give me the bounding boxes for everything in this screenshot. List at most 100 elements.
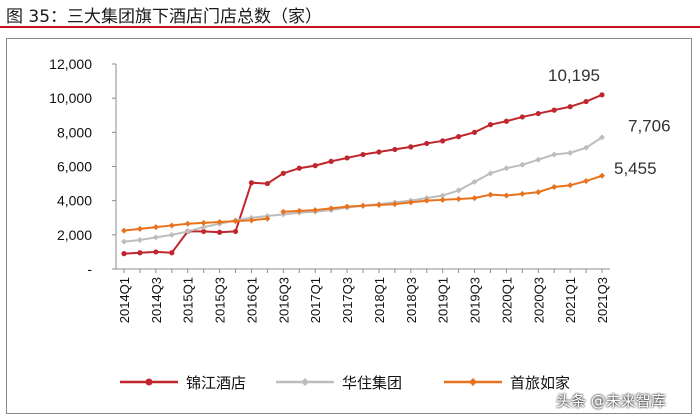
data-point [121,251,127,257]
data-point [153,249,159,255]
data-point [487,170,494,177]
data-point [200,224,207,231]
data-point [264,215,271,222]
data-point [232,218,239,225]
x-tick-label: 2020Q1 [499,277,514,323]
x-tick-label: 2018Q1 [372,277,387,323]
data-point [567,149,574,156]
x-tick-label: 2015Q1 [181,277,196,323]
data-point [440,138,446,144]
x-tick-label: 2019Q3 [468,277,483,323]
data-point [503,165,510,172]
series-line-2 [123,217,268,232]
data-point [248,217,255,224]
x-tick-label: 2018Q3 [404,277,419,323]
figure-title-bar: 图 35：三大集团旗下酒店门店总数（家） [0,0,700,28]
data-point [152,234,159,241]
x-tick-label: 2014Q1 [117,277,132,323]
data-point [169,250,175,256]
data-point [487,191,494,198]
y-tick-label: 8,000 [57,124,92,140]
data-point [551,184,558,190]
data-point [599,92,605,98]
data-point [456,134,462,140]
data-point [360,151,366,158]
series-end-label: 7,706 [628,116,671,135]
data-point [424,140,430,147]
data-point [201,228,207,235]
legend-label: 首旅如家 [510,374,570,392]
data-point [408,144,414,150]
y-tick-label: 6,000 [57,159,92,175]
y-tick-label: 4,000 [57,193,92,209]
data-point [376,149,382,155]
data-point [121,227,127,234]
data-point [583,98,589,105]
data-point [344,203,351,210]
x-tick-label: 2019Q1 [436,277,451,323]
data-point [328,158,334,164]
x-tick-label: 2016Q1 [244,277,259,323]
data-point [519,114,525,120]
data-point [168,231,175,238]
data-point [344,155,350,161]
data-point [471,195,478,202]
data-point [248,180,255,186]
data-point [312,207,319,214]
data-point [439,192,446,199]
data-point [184,228,191,235]
legend-marker [301,378,309,386]
data-point [567,104,573,110]
data-point [535,189,542,196]
data-point [407,199,414,206]
data-point [152,224,159,231]
data-point [519,161,526,168]
data-point [423,197,430,204]
data-point [599,134,605,141]
data-point [136,236,143,243]
data-point [280,170,286,176]
data-point [360,202,366,209]
data-point [391,201,398,208]
x-tick-label: 2017Q3 [340,277,355,323]
data-point [583,178,590,185]
x-tick-label: 2014Q3 [149,277,164,323]
x-tick-label: 2015Q3 [213,277,228,323]
series-end-label: 5,455 [614,159,657,178]
data-point [328,205,335,212]
data-point [217,229,223,235]
data-point [232,228,239,235]
data-point [599,172,605,179]
data-point [551,107,557,113]
data-point [136,225,143,232]
data-point [455,187,462,194]
x-tick-label: 2016Q3 [276,277,291,323]
x-tick-label: 2021Q1 [563,277,578,323]
data-point [392,146,398,153]
data-point [280,208,287,215]
data-point [439,196,446,203]
data-point [184,220,191,227]
data-point [312,163,318,169]
data-point [551,151,558,158]
figure-title: 图 35：三大集团旗下酒店门店总数（家） [6,7,323,27]
data-point [455,195,462,202]
legend-marker [145,378,153,386]
chart-frame [6,38,692,414]
watermark: 头条 @未来智库 [556,392,666,410]
data-point [296,207,303,214]
data-point [168,222,175,229]
data-point [535,110,541,117]
data-point [567,182,574,189]
y-tick-label: - [87,261,92,277]
x-tick-label: 2017Q1 [308,277,323,323]
legend-marker [469,378,477,386]
legend-label: 锦江酒店 [186,374,246,392]
y-tick-label: 12,000 [49,56,92,72]
data-point [216,219,223,226]
data-point [264,180,270,187]
y-tick-label: 2,000 [57,227,92,243]
data-point [471,178,478,185]
data-point [519,190,526,197]
